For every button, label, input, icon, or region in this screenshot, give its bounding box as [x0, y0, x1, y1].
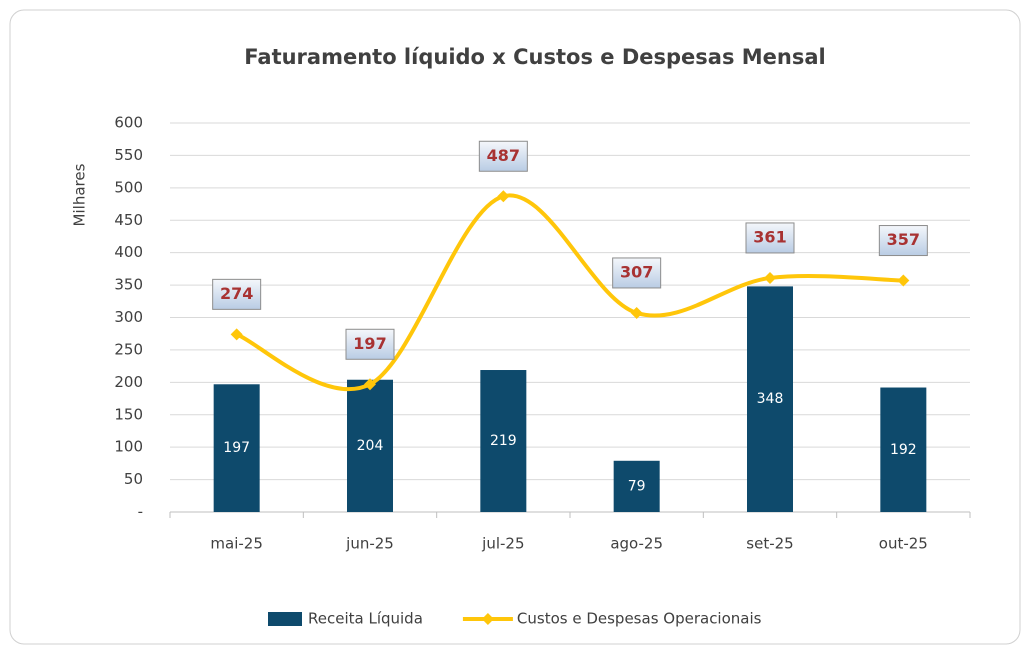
y-tick-label: 400: [114, 243, 143, 261]
y-tick-label: 100: [114, 438, 143, 456]
marker: [230, 328, 243, 341]
bar: [480, 370, 527, 512]
label-box: [745, 222, 795, 254]
y-tick-label: 250: [114, 340, 143, 358]
bar-label: 192: [890, 442, 917, 458]
x-tick-label: jul-25: [481, 535, 524, 553]
legend-label: Receita Líquida: [308, 610, 423, 628]
legend-marker: [481, 613, 494, 625]
y-tick-label: 550: [114, 146, 143, 164]
x-tick-label: set-25: [746, 535, 793, 553]
x-tick-label: ago-25: [610, 535, 663, 553]
marker: [630, 306, 643, 319]
bar-label: 79: [628, 478, 646, 494]
bar-label: 197: [223, 440, 250, 456]
y-tick-label: 300: [114, 308, 143, 326]
marker: [364, 378, 376, 391]
bar-label: 348: [757, 391, 784, 407]
legend-label: Custos e Despesas Operacionais: [517, 610, 762, 628]
label-box: [612, 257, 662, 289]
bar: [747, 286, 793, 512]
line-label: 197: [353, 334, 386, 353]
y-tick-label: 150: [114, 405, 143, 423]
y-tick-label: 350: [114, 276, 143, 294]
legend-swatch: [268, 612, 302, 626]
chart-title: Faturamento líquido x Custos e Despesas …: [244, 45, 825, 69]
y-tick-label: 450: [114, 211, 143, 229]
label-box: [345, 328, 395, 360]
bar: [347, 379, 393, 512]
label-box: [878, 225, 928, 257]
y-tick-label: 600: [114, 114, 143, 132]
line-label: 274: [220, 284, 253, 303]
x-tick-label: out-25: [879, 535, 928, 553]
y-tick-label: -: [138, 503, 143, 521]
bar: [880, 387, 927, 512]
x-tick-label: mai-25: [210, 535, 262, 553]
line-label: 307: [620, 262, 653, 281]
line-label: 487: [487, 146, 520, 165]
bar: [213, 384, 260, 512]
line-label: 357: [887, 230, 920, 249]
bar-label: 204: [357, 438, 384, 454]
label-box: [478, 140, 528, 172]
x-tick-label: jun-25: [345, 535, 394, 553]
y-tick-label: 500: [114, 178, 143, 196]
line-label: 361: [753, 227, 786, 246]
y-tick-label: 50: [124, 470, 143, 488]
marker: [497, 190, 510, 203]
bar: [613, 460, 660, 512]
label-box: [212, 278, 262, 310]
marker: [897, 274, 910, 287]
bar-label: 219: [490, 433, 517, 449]
y-tick-label: 200: [114, 373, 143, 391]
marker: [764, 271, 776, 284]
y-axis-label: Milhares: [71, 163, 89, 226]
